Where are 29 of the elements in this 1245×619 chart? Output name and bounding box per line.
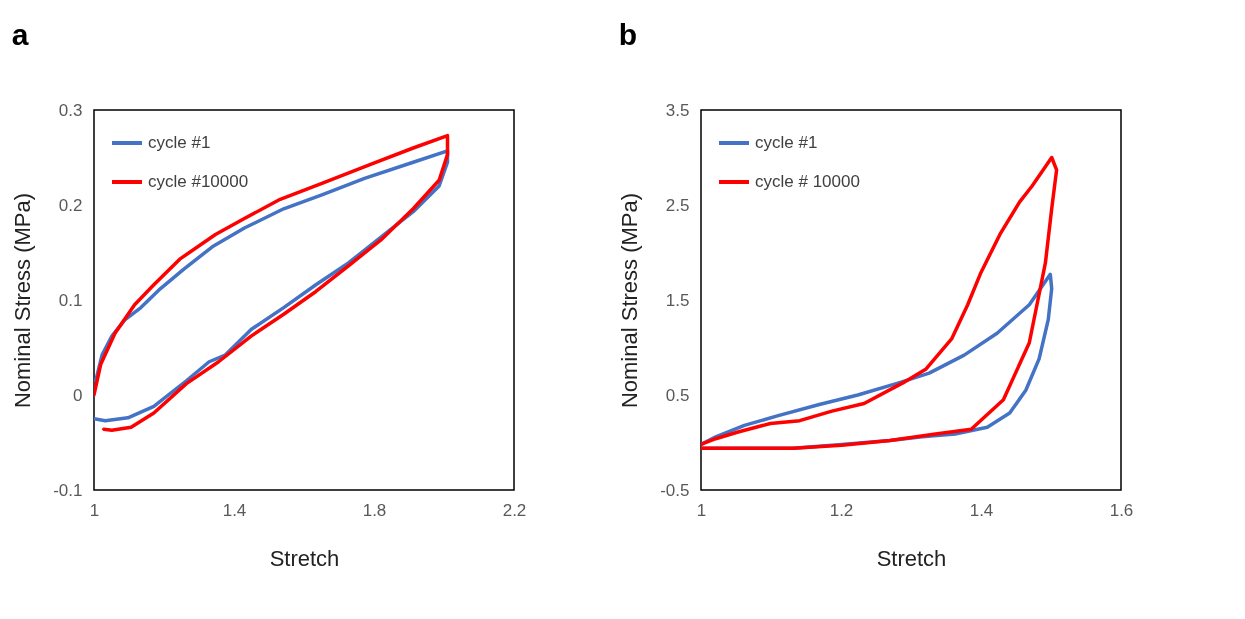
- y-axis-title: Nominal Stress (MPa): [617, 192, 643, 409]
- chart-title: a: [11, 18, 29, 51]
- chart-title: b: [618, 18, 638, 51]
- x-tick-label: 1.4: [969, 500, 994, 520]
- y-tick-label: 0.1: [58, 290, 83, 310]
- x-tick-label: 1.8: [362, 500, 387, 520]
- x-tick-label: 1: [89, 500, 100, 520]
- legend-label: cycle #1: [755, 133, 818, 152]
- x-tick-label: 2.2: [502, 500, 527, 520]
- y-tick-label: -0.5: [660, 480, 690, 500]
- y-axis-title: Nominal Stress (MPa): [10, 192, 36, 409]
- y-tick-label: 0.5: [665, 385, 690, 405]
- x-tick-label: 1.4: [222, 500, 247, 520]
- x-tick-label: 1.2: [829, 500, 854, 520]
- y-tick-label: 2.5: [665, 195, 690, 215]
- x-tick-label: 1: [696, 500, 707, 520]
- y-tick-label: 0.3: [58, 100, 83, 120]
- x-axis-title: Stretch: [876, 545, 947, 571]
- x-tick-label: 1.6: [1109, 500, 1134, 520]
- legend-label: cycle #1: [148, 133, 211, 152]
- line-series: [701, 155, 1059, 450]
- y-tick-label: 3.5: [665, 100, 690, 120]
- y-tick-label: 0.2: [58, 195, 83, 215]
- x-axis-title: Stretch: [269, 545, 340, 571]
- legend-label: cycle #10000: [148, 172, 249, 191]
- legend-label: cycle # 10000: [755, 172, 860, 191]
- y-tick-label: 0: [73, 385, 83, 405]
- y-tick-label: 1.5: [665, 290, 690, 310]
- y-tick-label: -0.1: [53, 480, 83, 500]
